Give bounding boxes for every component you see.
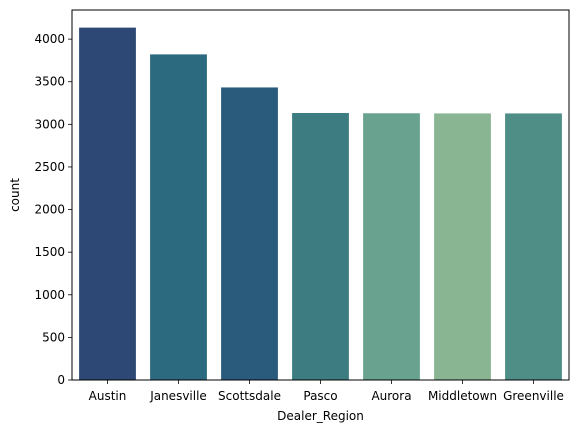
y-tick-label: 0 [57, 373, 65, 387]
x-tick-label: Austin [89, 389, 127, 403]
y-tick-label: 4000 [34, 32, 65, 46]
y-axis-ticks: 0 500 1000 1500 2000 2500 3000 3500 4000 [34, 32, 72, 387]
bar-janesville [150, 54, 207, 380]
bar-middletown [434, 113, 491, 381]
y-tick-label: 3000 [34, 117, 65, 131]
x-tick-label: Middletown [428, 389, 497, 403]
x-tick-label: Janesville [149, 389, 207, 403]
x-tick-label: Pasco [303, 389, 337, 403]
bar-austin [79, 27, 136, 381]
x-axis-ticks: Austin Janesville Scottsdale Pasco Aurora Mid… [89, 380, 564, 403]
bar-scottsdale [221, 87, 278, 380]
bar-aurora [363, 113, 420, 380]
x-tick-label: Greenville [503, 389, 564, 403]
y-tick-label: 2000 [34, 203, 65, 217]
x-axis-title: Dealer_Region [277, 409, 364, 423]
x-tick-label: Aurora [371, 389, 411, 403]
x-tick-label: Scottsdale [218, 389, 281, 403]
y-tick-label: 3500 [34, 75, 65, 89]
y-tick-label: 2500 [34, 160, 65, 174]
y-tick-label: 1000 [34, 288, 65, 302]
bar-greenville [505, 113, 562, 381]
bars-group [79, 27, 562, 381]
bar-pasco [292, 113, 349, 380]
y-axis-title: count [8, 178, 22, 212]
plot-frame [71, 9, 570, 381]
y-tick-label: 500 [42, 330, 65, 344]
y-tick-label: 1500 [34, 245, 65, 259]
